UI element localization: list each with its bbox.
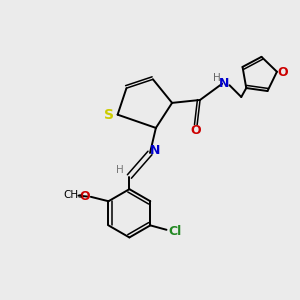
Text: N: N [219,77,230,90]
Text: O: O [190,124,201,137]
Text: CH₃: CH₃ [63,190,82,200]
Text: Cl: Cl [168,225,182,238]
Text: O: O [278,66,288,79]
Text: O: O [79,190,90,203]
Text: N: N [150,144,160,157]
Text: H: H [116,165,124,175]
Text: S: S [104,108,114,122]
Text: H: H [213,74,221,83]
